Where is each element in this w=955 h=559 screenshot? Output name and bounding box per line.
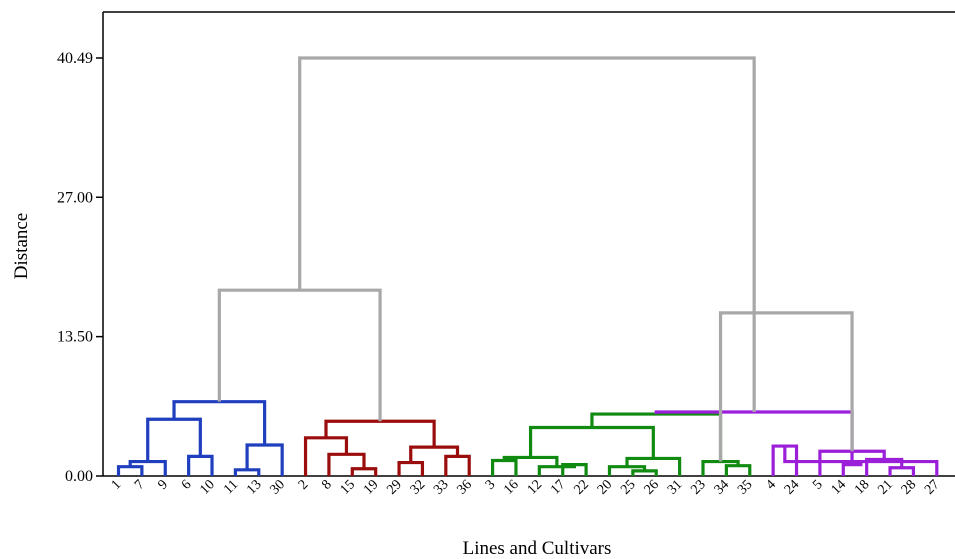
dendrogram-links [116, 56, 939, 476]
leaf-label: 1 [109, 477, 125, 493]
leaf-label: 7 [132, 477, 148, 493]
dendrogram-link [444, 454, 471, 476]
leaf-label: 12 [525, 477, 546, 498]
leaf-label: 2 [296, 477, 312, 493]
leaf-label: 35 [735, 477, 756, 498]
leaf-label: 10 [197, 477, 218, 498]
dendrogram-link [783, 446, 939, 476]
dendrogram-link [502, 455, 559, 467]
y-tick-label: 0.00 [65, 468, 93, 485]
leaf-label: 28 [899, 477, 920, 498]
dendrogram-link [718, 311, 854, 462]
leaf-label: 23 [688, 477, 709, 498]
leaf-label: 16 [501, 477, 522, 498]
leaf-label: 4 [763, 477, 779, 493]
dendrogram-link [128, 459, 167, 476]
leaf-label: 14 [829, 477, 850, 498]
y-axis-title: Distance [11, 213, 32, 279]
dendrogram-link [187, 454, 214, 476]
leaf-label: 6 [179, 477, 195, 493]
dendrogram-link [397, 460, 425, 476]
leaf-label: 22 [571, 477, 592, 498]
dendrogram-link [350, 467, 378, 476]
leaf-label: 34 [712, 477, 733, 498]
plot-frame [102, 11, 955, 477]
leaf-label: 13 [244, 477, 265, 498]
leaf-label: 29 [384, 477, 405, 498]
dendrogram-link [724, 464, 752, 476]
leaf-label: 21 [875, 477, 896, 498]
dendrogram-link [561, 463, 588, 476]
leaf-label: 33 [431, 477, 452, 498]
y-tick-label: 27.00 [57, 189, 93, 206]
leaf-labels: 1 7 9 6 10 11 13 30 2 8 15 19 29 32 33 36 3 16 12 17 22 20 25 2… [109, 477, 943, 498]
dendrogram-link [625, 456, 682, 476]
dendrogram-link [172, 400, 267, 446]
dendrogram-link [654, 410, 854, 465]
dendrogram-link [146, 417, 202, 462]
y-axis-ticks: 0.00 13.50 27.00 40.49 [57, 50, 103, 485]
leaf-label: 24 [782, 477, 803, 498]
leaf-label: 15 [338, 477, 359, 498]
dendrogram-link [327, 452, 366, 476]
dendrogram-link [233, 468, 261, 476]
dendrogram-link [537, 464, 577, 476]
leaf-label: 19 [361, 477, 382, 498]
dendrogram-link [607, 465, 647, 476]
leaf-label: 27 [922, 477, 943, 498]
dendrogram-link [490, 458, 518, 476]
dendrogram-link [701, 459, 740, 476]
leaf-label: 18 [852, 477, 873, 498]
leaf-label: 36 [455, 477, 476, 498]
leaf-label: 25 [618, 477, 639, 498]
leaf-label: 20 [595, 477, 616, 498]
dendrogram-link [116, 465, 144, 476]
leaf-label: 17 [548, 477, 569, 498]
leaf-label: 26 [642, 477, 663, 498]
dendrogram-link [888, 466, 916, 476]
dendrogram-link [303, 436, 349, 476]
dendrogram-link [528, 425, 655, 459]
y-tick-label: 40.49 [57, 50, 93, 67]
dendrogram-link [590, 412, 723, 462]
leaf-label: 32 [408, 477, 429, 498]
dendrogram-link [631, 469, 658, 476]
leaf-label: 5 [810, 477, 826, 493]
leaf-label: 11 [221, 477, 241, 497]
dendrogram-link [298, 56, 756, 412]
leaf-label: 31 [665, 477, 686, 498]
dendrogram-link [324, 419, 436, 448]
leaf-label: 3 [483, 477, 499, 493]
leaf-label: 9 [156, 477, 172, 493]
y-tick-label: 13.50 [57, 329, 93, 346]
x-axis-title: Lines and Cultivars [463, 538, 612, 559]
leaf-label: 30 [267, 477, 288, 498]
leaf-label: 8 [319, 477, 335, 493]
